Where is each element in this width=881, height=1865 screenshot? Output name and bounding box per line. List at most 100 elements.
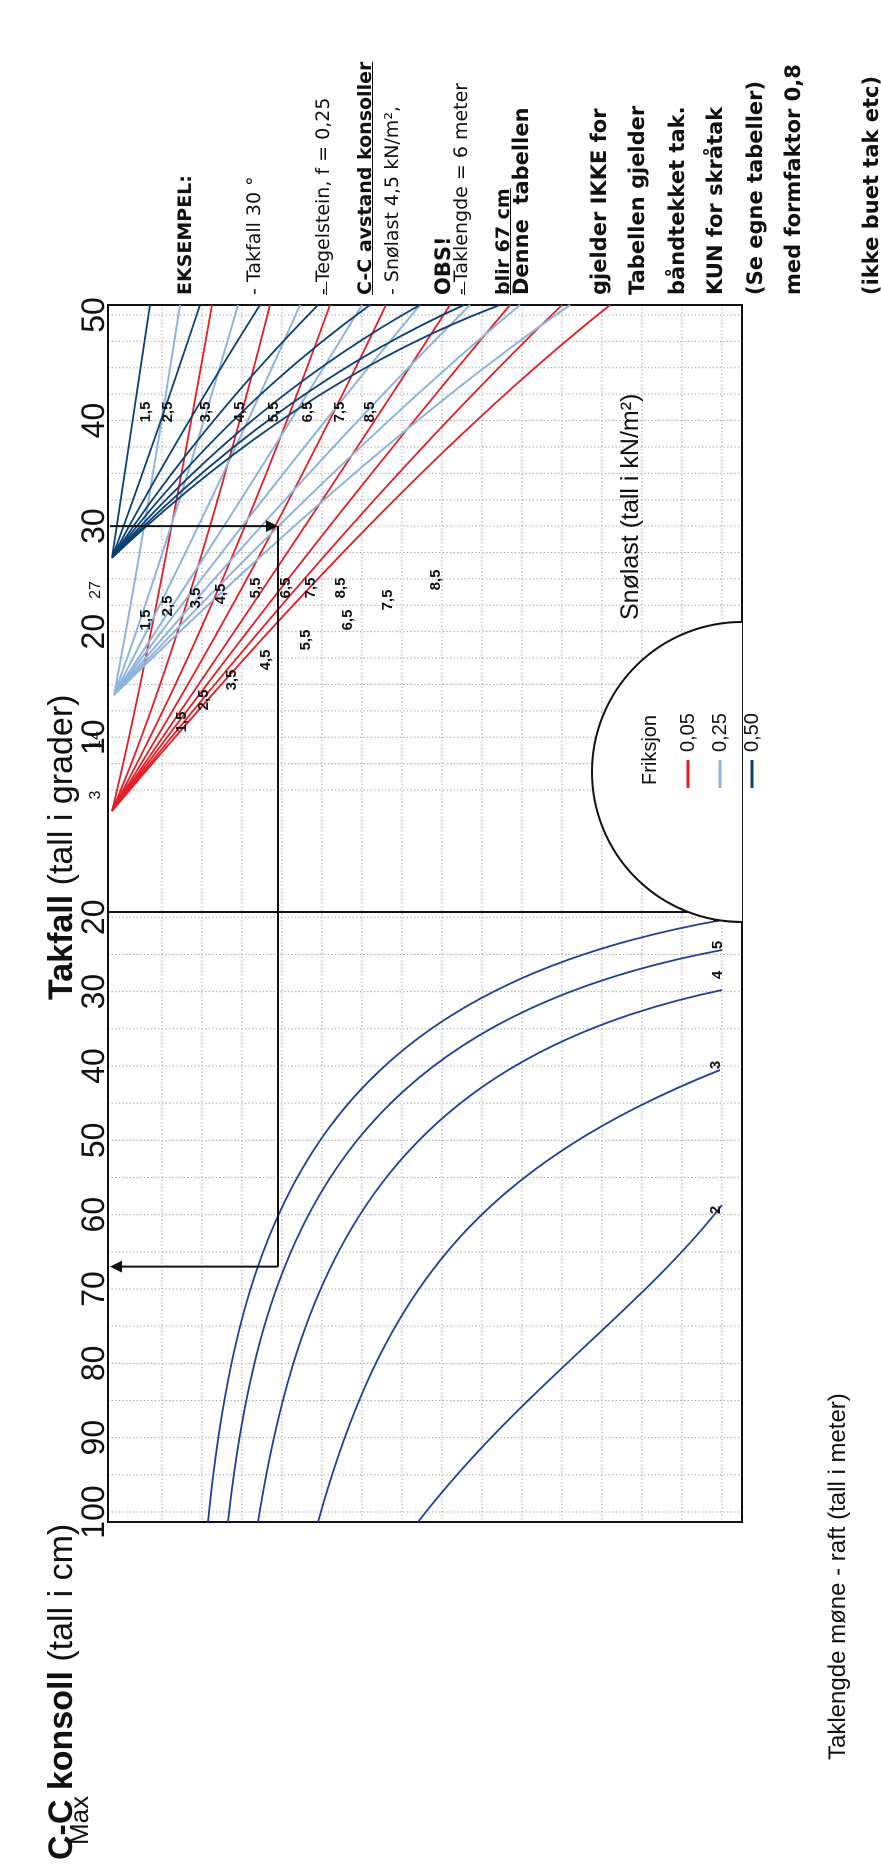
legend: Friksjon 0,05 0,25 0,50 [591,621,763,923]
legend-box [591,621,743,923]
validity-line: (ikke buet tak etc) [859,75,881,295]
snow-load-label: 3,5 [197,402,214,423]
snow-load-curve [111,304,331,812]
snow-load-label: 2,5 [159,402,176,423]
snow-load-curve [113,304,363,696]
snow-load-curve [111,304,319,559]
legend-title: Friksjon [639,715,661,785]
snow-load-label: 6,5 [339,610,356,631]
snow-load-label: 4,5 [231,402,248,423]
angle-tick-label: 10 [75,719,111,755]
snow-load-curve [113,304,301,696]
chart-grid [107,304,743,1523]
roof-length-curve [207,919,723,1523]
chart-frame [107,304,743,1523]
snow-load-label: 2,5 [195,690,212,711]
snow-load-curve [111,304,611,812]
angle-tick-label: 27 [87,581,104,599]
snow-load-curve [111,304,501,559]
cc-tick-label: 70 [75,1271,111,1307]
max-label: Max [64,1796,94,1845]
obs-line: Denne tabellen [509,107,533,295]
cc-tick-label: 100 [75,1485,111,1538]
validity-note: Tabellen gjelder KUN for skråtak med for… [572,64,881,295]
snow-load-label: 5,5 [297,630,314,651]
snow-load-label: 1,5 [137,402,154,423]
curve-labels: 1,5 2,5 3,5 4,5 5,5 6,5 7,5 8,5 1,5 2,5 3,5 4,5 5,5 6… [137,402,726,1215]
example-arrows [110,520,279,1273]
snow-load-curve [111,304,201,559]
snow-load-label: 6,5 [277,578,294,599]
snow-load-curve [111,304,451,812]
snow-load-curve [111,304,151,558]
snow-load-curve [111,304,421,559]
roof-length-curve [417,1204,723,1523]
roof-length-label: 4 [709,970,726,979]
snow-load-curve [113,304,521,696]
snow-load-label: 1,5 [173,712,190,733]
snow-load-curve [113,304,181,696]
cc-tick-label: 20 [75,900,111,936]
angle-tick-label: 30 [75,508,111,544]
snow-load-label: 4,5 [212,584,229,605]
cc-tick-label: 50 [75,1123,111,1159]
obs-line: OBS! [431,236,455,295]
snow-load-curve [113,304,239,696]
chart-curves [111,304,723,1523]
snow-load-curve [111,304,371,559]
snow-load-label: 4,5 [257,650,274,671]
angle-tick-label: 20 [75,614,111,650]
cc-tick-label: 90 [75,1420,111,1456]
snow-load-curve [111,304,387,812]
snow-load-label: 6,5 [299,402,316,423]
snow-load-curve [113,304,571,696]
lower-panel-title: C-C konsoll (tall i cm) [42,1524,80,1860]
legend-entry-label: 0,05 [677,713,699,752]
snow-load-label: 5,5 [247,578,264,599]
snow-load-label: 8,5 [361,402,378,423]
angle-tick-label: 50 [75,297,111,333]
snow-load-curve [113,304,471,696]
legend-entry-label: 0,25 [709,713,731,752]
snow-load-label: 5,5 [265,402,282,423]
example-title: EKSEMPEL: [174,175,196,295]
snow-load-curve [111,304,465,559]
legend-entry-label: 0,50 [741,713,763,752]
snow-load-curve [111,304,271,812]
example-arrowhead [266,520,278,533]
snow-load-label: 7,5 [302,578,319,599]
snow-load-label: 7,5 [331,402,348,423]
snow-load-curve [111,304,511,812]
snow-load-label: 7,5 [379,590,396,611]
cc-tick-label: 60 [75,1197,111,1233]
snow-load-label: 3,5 [223,670,240,691]
snow-load-label: 2,5 [159,596,176,617]
snow-load-curve [111,304,563,812]
roof-length-label: 2 [707,1206,724,1214]
example-arrowhead [110,1260,122,1273]
roof-length-label: 3 [707,1061,724,1069]
snow-load-label: 1,5 [137,610,154,631]
angle-tick-label: 40 [75,403,111,439]
snow-load-curve [111,304,261,559]
validity-line: KUN for skråtak [703,106,727,295]
snow-load-label: 8,5 [332,578,349,599]
validity-line: med formfaktor 0,8 [781,64,805,295]
validity-line: Tabellen gjelder [625,105,649,295]
snow-load-label: 3,5 [187,588,204,609]
snow-load-curve [111,304,213,812]
snow-load-curve [113,304,421,696]
roof-length-curve [317,1069,721,1523]
angle-tick-label: 3 [87,790,104,799]
snow-load-label: 8,5 [427,570,444,591]
roof-length-curve [227,949,723,1523]
cc-tick-label: 40 [75,1048,111,1084]
cc-tick-label: 30 [75,974,111,1010]
upper-panel-title: Takfall (tall i grader) [42,695,80,1000]
cc-tick-label: 80 [75,1346,111,1382]
snow-load-axis-label: Snølast (tall i kN/m²) [616,394,644,620]
angle-tick-label: 14 [87,731,104,749]
roof-length-label: 5 [709,941,726,949]
